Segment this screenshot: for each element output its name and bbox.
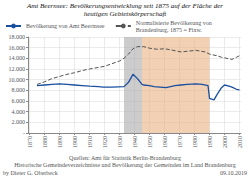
svg-text:2010: 2010 [237,136,243,148]
svg-text:14.000: 14.000 [9,55,26,61]
svg-text:1960: 1960 [162,136,168,148]
svg-text:Historische Gemeindeverzeichni: Historische Gemeindeverzeichnisse und Be… [14,162,236,168]
svg-text:1940: 1940 [132,136,138,148]
svg-text:1920: 1920 [102,136,108,148]
svg-text:1910: 1910 [87,136,93,148]
svg-text:1970: 1970 [177,136,183,148]
svg-text:09.10.2019: 09.10.2019 [220,170,247,176]
svg-text:Quellen: Amt für Statistik Ber: Quellen: Amt für Statistik Berlin-Brande… [69,155,181,161]
svg-text:10.000: 10.000 [9,77,26,83]
svg-text:1880: 1880 [42,136,48,148]
svg-text:1890: 1890 [57,136,63,148]
svg-text:1950: 1950 [147,136,153,148]
svg-text:12.000: 12.000 [9,66,26,72]
svg-text:1990: 1990 [207,136,213,148]
svg-text:8.000: 8.000 [12,87,26,93]
svg-text:Brandenburg, 1875 = Fixw.: Brandenburg, 1875 = Fixw. [136,27,203,33]
svg-text:Normalisierte Bevölkerung von: Normalisierte Bevölkerung von [136,20,212,26]
svg-text:1870: 1870 [27,136,33,148]
svg-text:-: - [23,130,25,136]
svg-text:1980: 1980 [192,136,198,148]
svg-text:18.000: 18.000 [9,34,26,40]
svg-text:by Dieter G. Oberbeck: by Dieter G. Oberbeck [3,170,58,176]
svg-text:heutigen Gebietskörperschaft: heutigen Gebietskörperschaft [84,10,168,18]
svg-text:Bevölkerung von Amt Beertnsee: Bevölkerung von Amt Beertnsee [26,23,105,29]
svg-text:1900: 1900 [72,136,78,148]
svg-text:6.000: 6.000 [12,98,26,104]
svg-text:1930: 1930 [117,136,123,148]
svg-text:2000: 2000 [222,136,228,148]
svg-text:16.000: 16.000 [9,45,26,51]
svg-text:Amt Beernsee: Bevölkerungsentw: Amt Beernsee: Bevölkerungsentwicklung se… [26,2,223,10]
svg-text:4.000: 4.000 [12,109,26,115]
svg-text:2.000: 2.000 [12,119,26,125]
